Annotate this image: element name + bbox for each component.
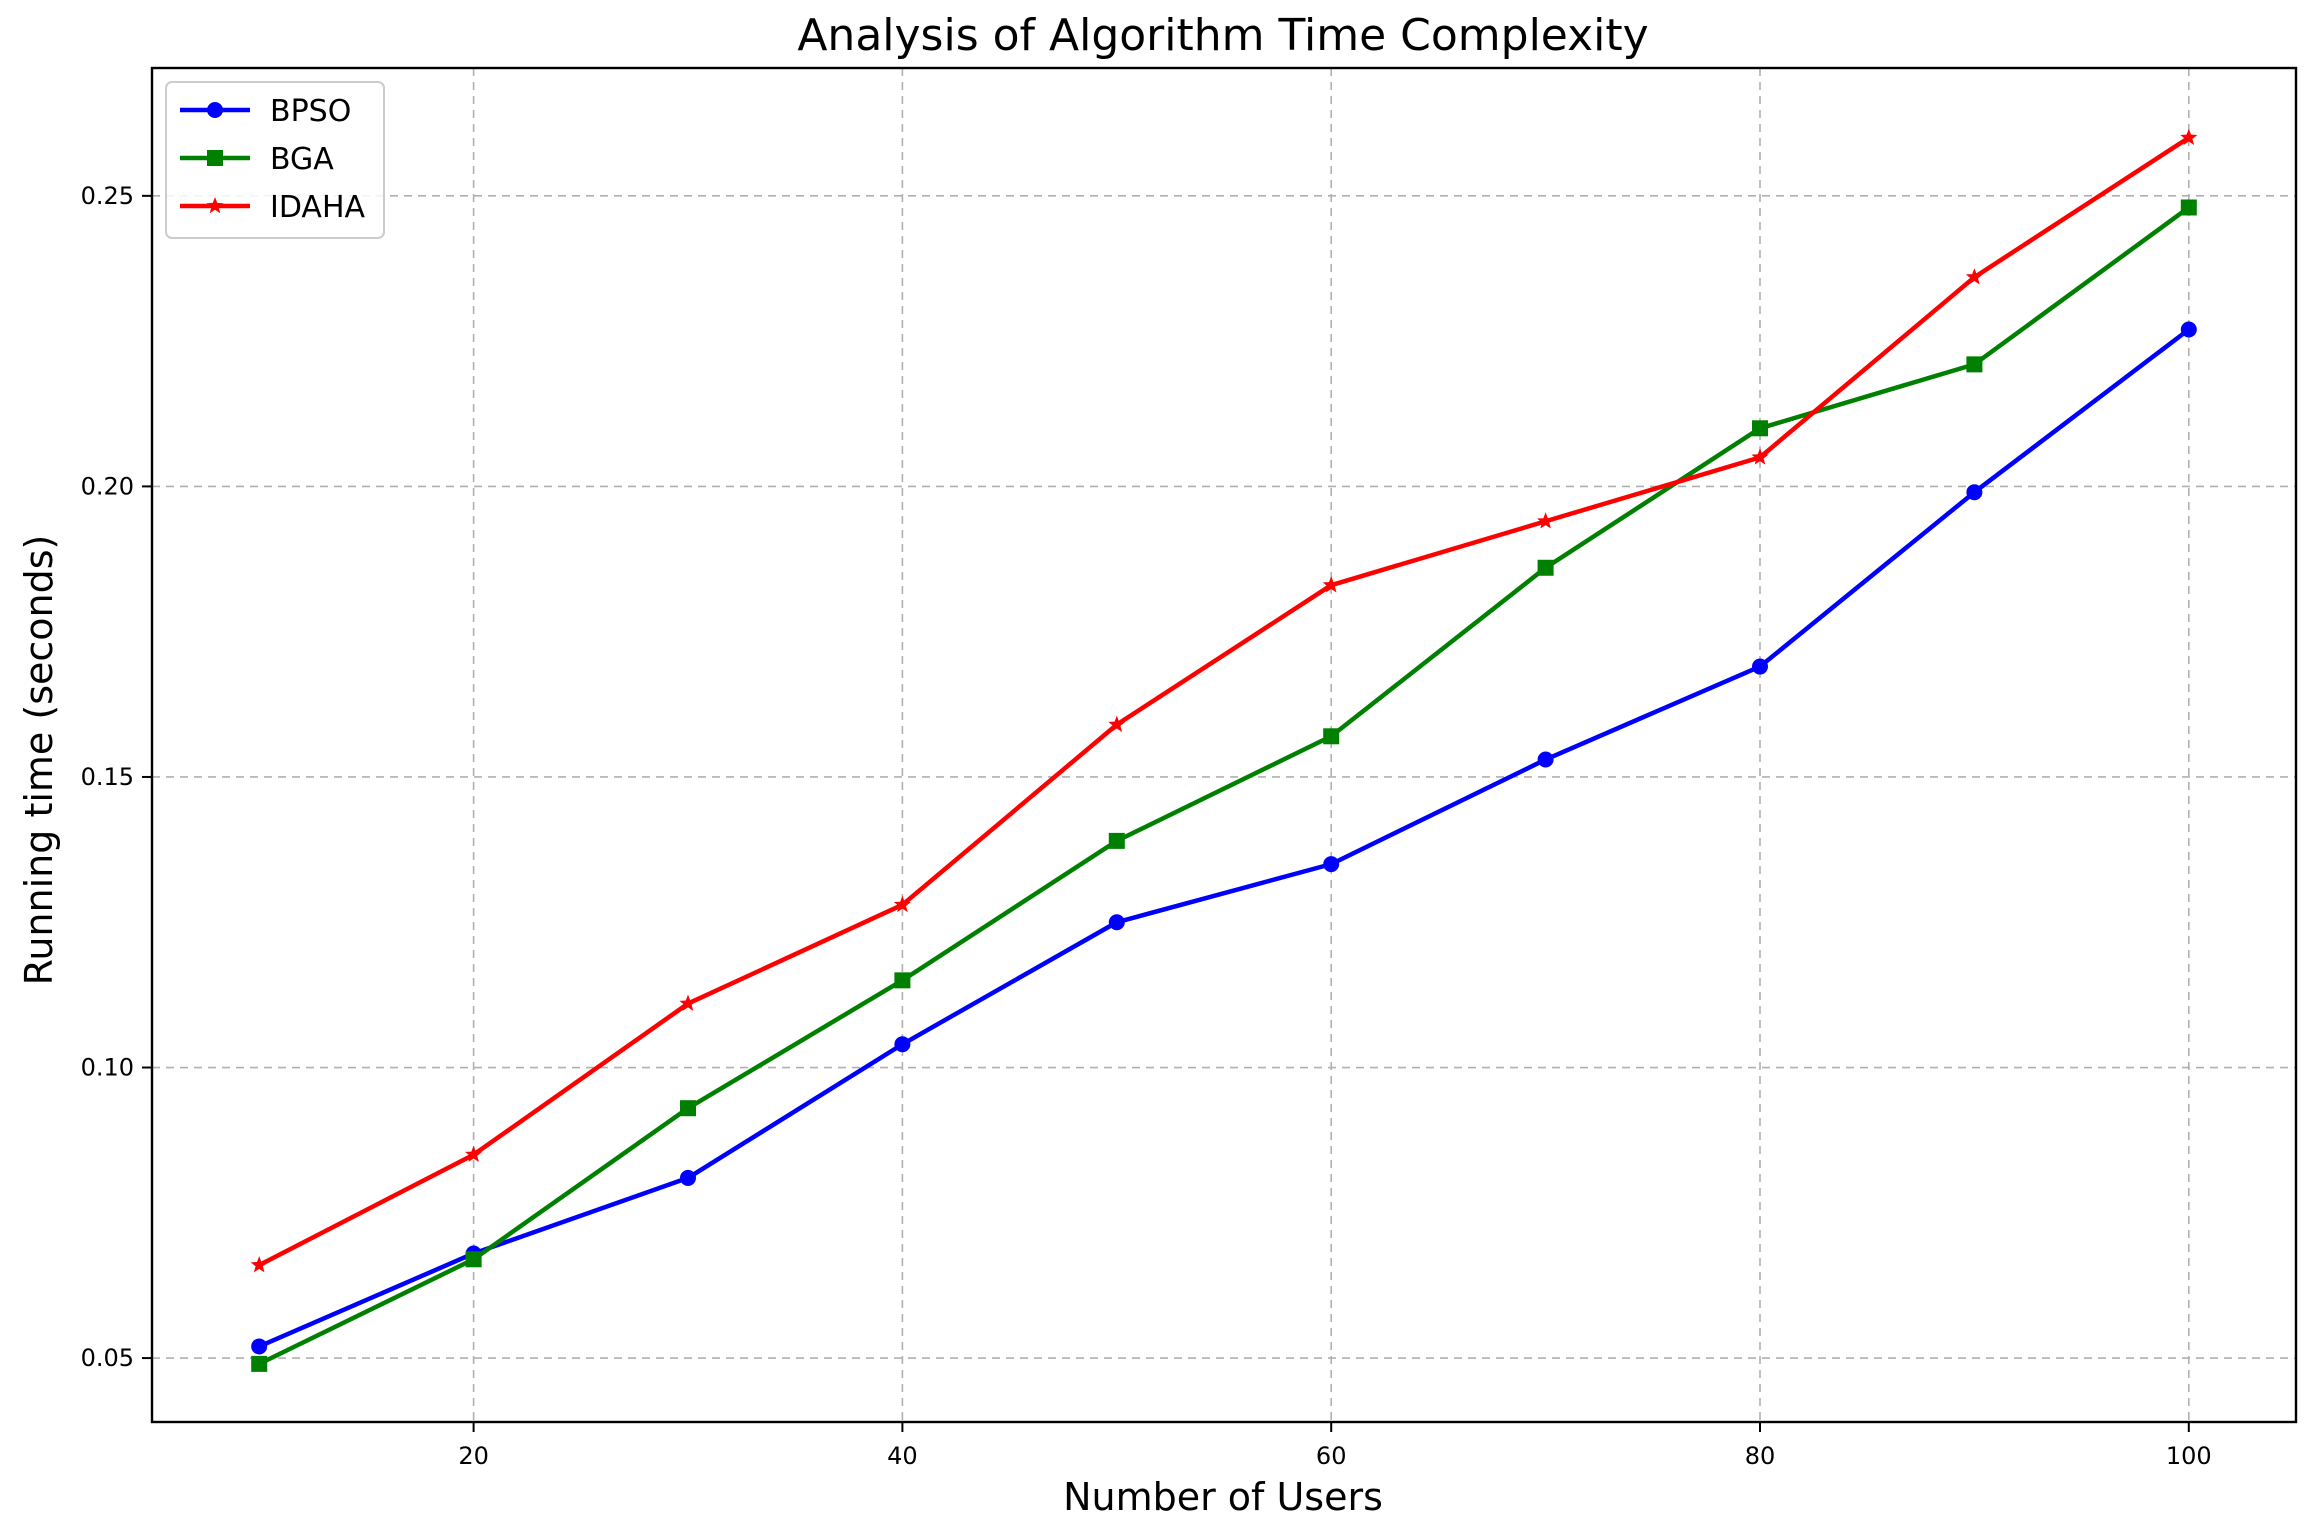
x-tick-label: 20: [458, 1442, 489, 1470]
legend-item-bpso: BPSO: [180, 94, 351, 129]
y-tick-label: 0.05: [81, 1344, 134, 1372]
legend-item-bga: BGA: [180, 142, 334, 177]
data-series: [250, 128, 2198, 1372]
data-point-bpso: [680, 1169, 696, 1186]
y-tick-label: 0.25: [81, 182, 134, 210]
data-point-bga: [1966, 356, 1983, 373]
x-tick-label: 100: [2166, 1442, 2212, 1470]
data-point-idaha: [1322, 576, 1340, 593]
grid-lines: [152, 68, 2296, 1422]
x-tick-label: 40: [887, 1442, 918, 1470]
data-point-bga: [465, 1251, 482, 1268]
y-tick-label: 0.10: [81, 1054, 134, 1082]
data-point-idaha: [1965, 268, 1983, 285]
legend-marker-idaha: [206, 197, 224, 214]
data-point-bpso: [894, 1036, 911, 1053]
data-point-idaha: [465, 1145, 483, 1162]
data-point-bga: [680, 1100, 696, 1117]
legend-label-bga: BGA: [270, 142, 334, 177]
axis-ticks: 20 40 60 80 100 0.05 0.10 0.15 0.20 0.25: [81, 182, 2212, 1470]
data-point-bpso: [1966, 484, 1983, 501]
y-tick-label: 0.20: [81, 472, 134, 500]
x-tick-label: 80: [1745, 1442, 1776, 1470]
legend-item-idaha: IDAHA: [180, 190, 366, 225]
data-point-bga: [894, 972, 911, 989]
data-point-bpso: [251, 1338, 268, 1355]
data-point-bga: [2180, 199, 2197, 216]
data-point-bpso: [2180, 321, 2197, 338]
series-line-idaha: [256, 135, 2192, 1268]
chart-title: Analysis of Algorithm Time Complexity: [797, 10, 1648, 61]
series-bpso: [251, 321, 2197, 1355]
data-point-bpso: [1323, 856, 1340, 873]
data-point-bpso: [1537, 751, 1554, 768]
data-point-idaha: [1751, 448, 1769, 465]
data-point-idaha: [1108, 715, 1126, 732]
legend-marker-bga: [207, 150, 223, 166]
data-point-bga: [1108, 832, 1125, 849]
x-tick-label: 60: [1316, 1442, 1347, 1470]
plot-area-frame: [150, 66, 2298, 1424]
y-axis-label: Running time (seconds): [17, 535, 61, 986]
data-point-bga: [1323, 728, 1340, 745]
legend-label-bpso: BPSO: [270, 94, 351, 129]
data-point-bpso: [1752, 658, 1768, 675]
data-point-bpso: [1108, 914, 1125, 931]
series-idaha: [250, 128, 2198, 1273]
legend: BPSO BGA IDAHA: [165, 81, 385, 239]
x-axis-label: Number of Users: [1063, 1475, 1383, 1519]
data-point-bga: [1537, 559, 1554, 576]
data-point-idaha: [250, 1256, 268, 1273]
data-point-idaha: [893, 895, 911, 913]
series-line-bga: [256, 205, 2192, 1367]
y-tick-label: 0.15: [81, 763, 134, 791]
series-line-bpso: [256, 327, 2192, 1349]
legend-marker-bpso: [207, 102, 223, 118]
data-point-bga: [251, 1355, 268, 1372]
data-point-idaha: [1537, 512, 1555, 529]
legend-box: [165, 81, 385, 239]
data-point-bga: [1752, 420, 1768, 437]
series-bga: [251, 199, 2197, 1372]
data-point-idaha: [2180, 128, 2198, 146]
data-point-idaha: [679, 994, 697, 1011]
legend-label-idaha: IDAHA: [270, 190, 366, 225]
